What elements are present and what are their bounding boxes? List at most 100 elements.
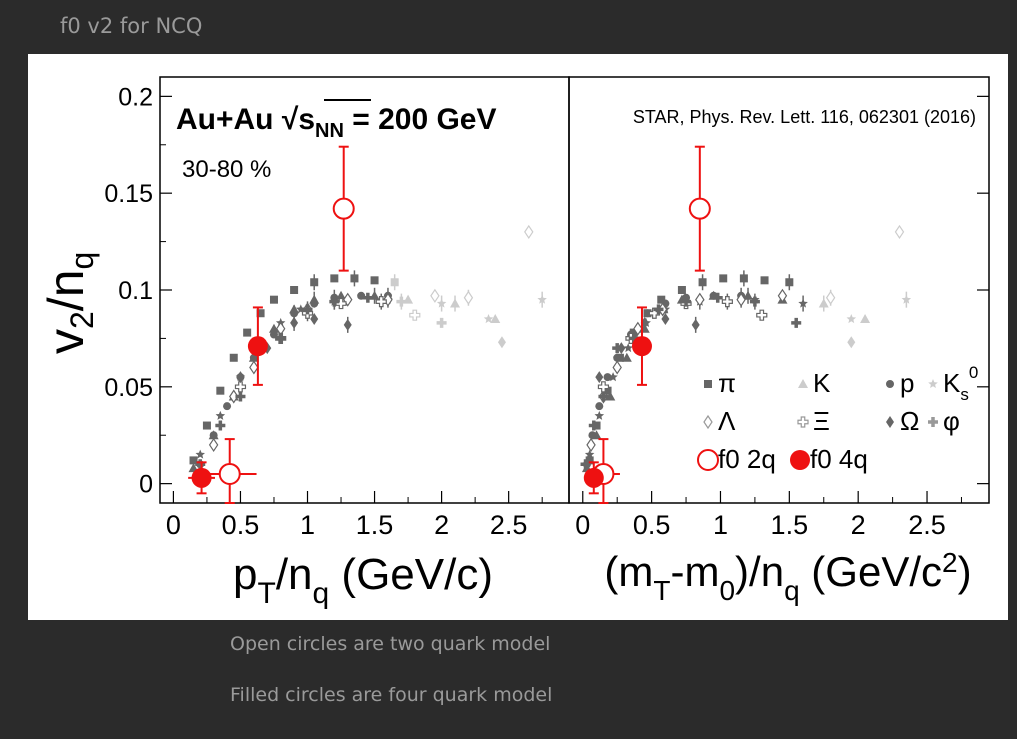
data-point <box>436 298 447 308</box>
data-point <box>580 459 591 470</box>
data-point <box>798 298 808 308</box>
legend-label: φ <box>943 406 960 436</box>
data-point <box>756 309 768 321</box>
data-point <box>216 386 225 395</box>
data-point <box>613 353 622 362</box>
data-point <box>846 314 857 324</box>
data-point <box>290 286 299 294</box>
data-point <box>594 410 605 420</box>
x-tick-label: 1.5 <box>356 510 394 540</box>
data-point <box>202 421 211 430</box>
data-point <box>370 276 379 285</box>
data-point <box>691 318 700 331</box>
f0-point <box>688 197 711 220</box>
series-f0-2q <box>202 145 355 504</box>
data-point <box>681 296 692 307</box>
f0-point <box>583 467 604 488</box>
data-point <box>623 343 633 353</box>
data-point <box>329 296 340 307</box>
legend-marker <box>704 380 712 388</box>
plot-frame <box>159 76 570 504</box>
series-p <box>196 287 392 469</box>
series-φ <box>195 292 447 470</box>
series-Ξ <box>597 293 768 393</box>
y-tick-label: 0 <box>139 471 153 499</box>
data-point <box>628 333 639 344</box>
x-tick-label: 2 <box>434 510 449 540</box>
data-point <box>612 360 622 375</box>
x-tick-label: 1 <box>713 510 728 540</box>
data-point <box>256 309 265 318</box>
legend-marker <box>790 450 810 470</box>
data-point <box>598 391 609 402</box>
data-point <box>661 313 670 326</box>
series-Ω <box>236 313 506 384</box>
data-point <box>749 296 760 307</box>
chart-svg: 0 0.5 1 1.5 2 2.5 0 0.05 0.1 0.15 0.2 Au+Au √sNN = … <box>38 76 990 610</box>
data-point <box>490 314 501 324</box>
legend-marker <box>928 379 938 388</box>
data-point <box>310 313 319 326</box>
data-point <box>537 294 547 304</box>
data-point <box>739 274 748 283</box>
data-point <box>229 389 239 404</box>
data-point <box>223 402 232 411</box>
legend-label: p <box>900 368 914 398</box>
data-point <box>215 420 226 431</box>
series-Λ <box>208 224 534 452</box>
data-point <box>712 292 723 303</box>
data-point <box>310 299 319 308</box>
data-point <box>621 352 632 362</box>
series-f0-4q <box>583 306 652 495</box>
series-K_s^0 <box>584 291 912 459</box>
data-point <box>215 410 226 420</box>
legend-label: Ω <box>900 406 919 436</box>
plot-frame <box>568 76 990 504</box>
data-point <box>390 278 399 287</box>
data-point <box>268 323 279 333</box>
data-point <box>588 420 599 431</box>
legend-marker <box>697 449 719 471</box>
series-π <box>189 270 399 465</box>
data-point <box>595 371 604 384</box>
x-tick-label: 2.5 <box>908 510 946 540</box>
data-point <box>430 288 440 303</box>
data-point <box>302 304 313 315</box>
x-tick-label: 0.5 <box>222 510 260 540</box>
data-point <box>595 402 604 411</box>
y-tick-label: 0.2 <box>118 83 153 111</box>
data-point <box>586 437 596 452</box>
data-point <box>336 290 347 300</box>
data-point <box>375 296 387 308</box>
x-tick-label: 0 <box>575 510 590 540</box>
f0-point <box>247 336 268 357</box>
data-point <box>825 290 836 305</box>
x-tick-label: 1 <box>300 510 315 540</box>
data-point <box>396 296 407 307</box>
centrality-label: 30-80 % <box>182 156 271 183</box>
x-axis-label: (mT-m0)/nq (GeV/c2) <box>604 547 971 606</box>
legend-label: f0 2q <box>718 444 776 474</box>
panel-title: Au+Au √sNN = 200 GeV <box>176 103 497 142</box>
legend-marker <box>886 416 894 428</box>
data-point <box>209 431 218 440</box>
f0-point <box>218 462 241 485</box>
data-point <box>189 456 198 465</box>
data-point <box>409 309 421 321</box>
figure-panel: 0 0.5 1 1.5 2 2.5 0 0.05 0.1 0.15 0.2 Au+Au √sNN = … <box>28 54 1008 620</box>
data-point <box>229 353 238 362</box>
legend-marker <box>798 379 808 388</box>
data-point <box>719 274 728 283</box>
panel-right: 0 0.5 1 1.5 2 2.5 STAR, Phys. Rev. Lett. 116, … <box>568 76 990 606</box>
data-point <box>860 314 871 324</box>
x-tick-label: 0 <box>166 510 181 540</box>
data-point <box>269 295 278 304</box>
f0-point <box>332 197 355 220</box>
data-point <box>497 336 506 349</box>
data-point <box>608 372 618 382</box>
slide-title: f0 v2 for NCQ <box>60 14 203 38</box>
data-point <box>785 278 794 287</box>
data-point <box>195 459 206 470</box>
data-point <box>296 304 306 314</box>
